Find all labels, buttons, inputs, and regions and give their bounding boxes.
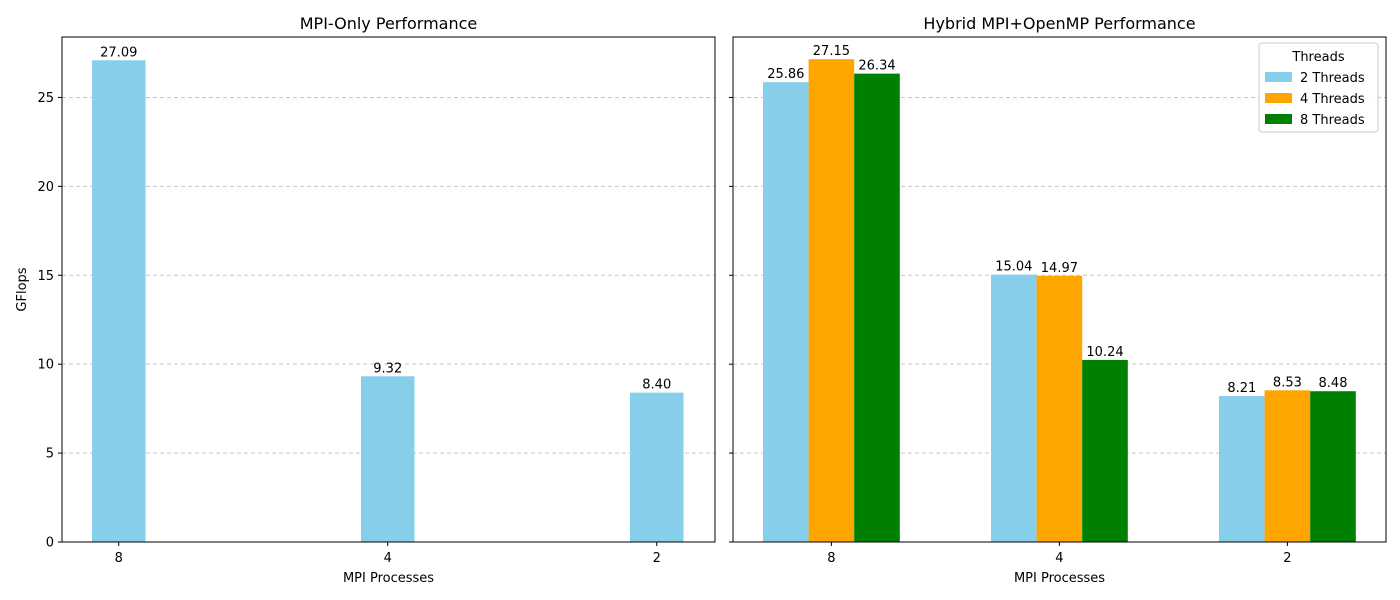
data-label: 27.09: [100, 45, 137, 60]
legend-entry: 4 Threads: [1300, 92, 1365, 107]
bar: [1219, 396, 1265, 542]
mpi-only-panel: 0 5 10 15 20 25 27.09 9.32 8.40 8 4 2 MPI-Only Perfo…: [15, 14, 716, 586]
y-tick-label: 20: [37, 180, 54, 195]
x-axis-label: MPI Processes: [1014, 571, 1105, 586]
legend-entry: 2 Threads: [1300, 71, 1365, 86]
data-label: 25.86: [767, 67, 804, 82]
x-tick-label: 4: [384, 551, 392, 566]
legend-box: [1258, 42, 1379, 133]
data-label: 27.15: [813, 44, 850, 59]
y-tick-label: 0: [46, 536, 54, 551]
x-axis-label: MPI Processes: [343, 571, 434, 586]
bar: [1264, 390, 1311, 542]
data-label: 26.34: [858, 59, 895, 74]
data-label: 8.21: [1227, 381, 1256, 396]
y-tick-label: 5: [46, 447, 54, 462]
bar: [808, 59, 855, 542]
y-axis-label: GFlops: [15, 267, 30, 311]
bar: [1082, 359, 1128, 542]
chart-title: Hybrid MPI+OpenMP Performance: [923, 14, 1195, 33]
legend-swatch: [1265, 72, 1292, 82]
hybrid-panel: 25.86 15.04 8.21 27.15 14.97 8.53 26.34 10.24 8.…: [729, 14, 1387, 586]
y-tick-label: 10: [37, 358, 54, 373]
chart-title: MPI-Only Performance: [300, 14, 478, 33]
plot-frame: [61, 36, 716, 543]
data-label: 15.04: [995, 260, 1032, 275]
data-label: 10.24: [1086, 345, 1123, 360]
data-label: 9.32: [373, 361, 402, 376]
data-label: 14.97: [1041, 261, 1078, 276]
legend-swatch: [1265, 114, 1292, 124]
x-tick-label: 8: [827, 551, 835, 566]
bar: [763, 82, 809, 542]
x-tick-label: 8: [115, 551, 123, 566]
bar: [854, 73, 900, 542]
data-label: 8.40: [642, 378, 671, 393]
bar: [92, 60, 146, 543]
x-tick-label: 2: [653, 551, 661, 566]
data-label: 8.48: [1319, 376, 1348, 391]
y-tick-label: 15: [37, 269, 54, 284]
plot-frame: [732, 36, 1387, 543]
bar: [1036, 275, 1083, 542]
legend-title: Threads: [1291, 50, 1344, 65]
x-tick-label: 4: [1055, 551, 1063, 566]
legend-entry: 8 Threads: [1300, 113, 1365, 128]
data-label: 8.53: [1273, 375, 1302, 390]
x-tick-label: 2: [1283, 551, 1291, 566]
legend-swatch: [1265, 93, 1292, 103]
bar: [991, 274, 1037, 542]
bar: [361, 376, 415, 542]
bar: [1310, 391, 1356, 542]
y-tick-label: 25: [37, 91, 54, 106]
bar: [630, 392, 684, 542]
